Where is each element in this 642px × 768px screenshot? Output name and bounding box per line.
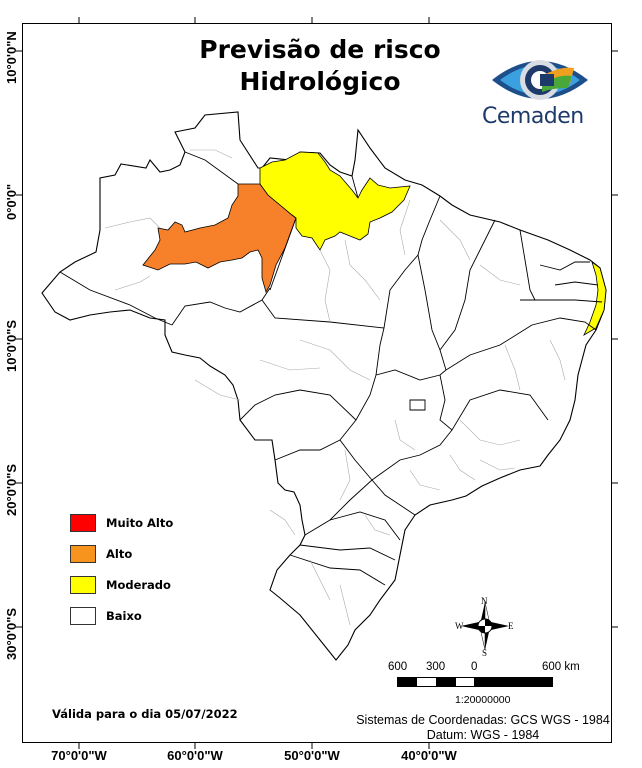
scale-ratio: 1:20000000	[455, 694, 511, 706]
cemaden-logo-icon	[492, 60, 588, 100]
lat-label-30s: 30°0'0"S	[4, 607, 19, 660]
scale-bar	[397, 677, 553, 687]
risk-area-moderado-para	[259, 151, 411, 251]
lat-label-0: 0°0'0"	[4, 183, 19, 220]
lat-label-20s: 20°0'0"S	[4, 463, 19, 516]
compass-w: W	[455, 621, 464, 631]
legend-item-baixo: Baixo	[70, 600, 173, 631]
scale-label-0: 0	[471, 661, 478, 673]
legend-swatch-red	[70, 513, 96, 532]
region-borders	[104, 149, 566, 626]
legend-item-moderado: Moderado	[70, 569, 173, 600]
lon-label-70w: 70°0'0"W	[51, 748, 107, 763]
coordinate-system: Sistemas de Coordenadas: GCS WGS - 1984 …	[356, 713, 610, 742]
compass-e: E	[508, 621, 514, 631]
graticule-ticks	[16, 17, 618, 749]
map-title: Previsão de risco Hidrológico	[199, 35, 441, 96]
scale-label-300: 300	[426, 661, 446, 673]
north-arrow-icon	[461, 601, 509, 651]
scale-label-600-km: 600 km	[542, 661, 580, 673]
lon-label-60w: 60°0'0"W	[167, 748, 223, 763]
compass-n: N	[481, 596, 488, 606]
lat-label-10s: 10°0'0"S	[4, 319, 19, 372]
scale-label-600-left: 600	[388, 661, 408, 673]
legend: Muito Alto Alto Moderado Baixo	[70, 507, 173, 631]
legend-swatch-yellow	[70, 575, 96, 594]
cemaden-logo-text: Cemaden	[482, 104, 584, 129]
legend-item-muito-alto: Muito Alto	[70, 507, 173, 538]
state-borders	[59, 151, 603, 586]
lon-label-40w: 40°0'0"W	[401, 748, 457, 763]
legend-swatch-white	[70, 606, 96, 625]
legend-swatch-orange	[70, 544, 96, 563]
compass-s: S	[482, 648, 488, 658]
validity-date: Válida para o dia 05/07/2022	[52, 707, 238, 721]
lon-label-50w: 50°0'0"W	[284, 748, 340, 763]
lat-label-10n: 10°0'0"N	[4, 31, 19, 84]
legend-item-alto: Alto	[70, 538, 173, 569]
